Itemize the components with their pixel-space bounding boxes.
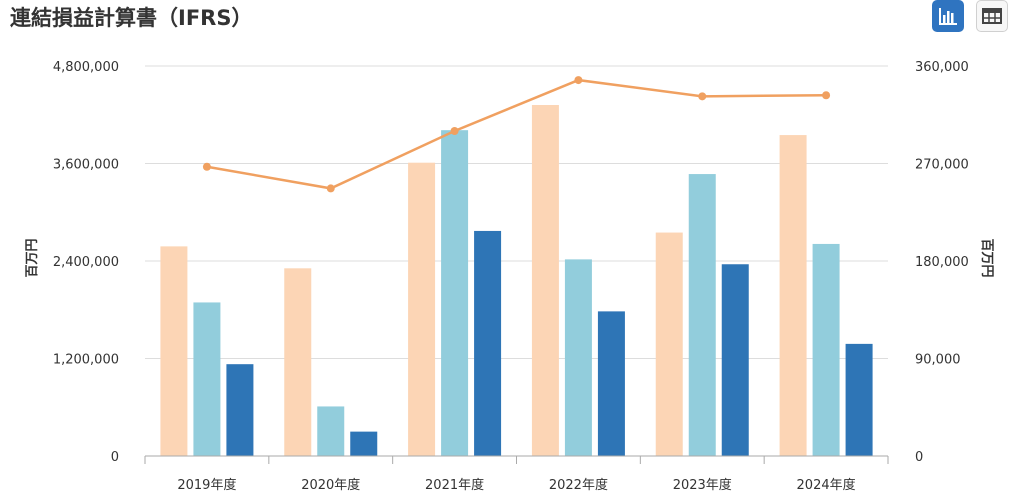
y-axis-label-left: 百万円 bbox=[25, 238, 40, 277]
line-point bbox=[202, 162, 211, 171]
bar bbox=[779, 135, 807, 456]
line-point bbox=[574, 76, 583, 85]
bar bbox=[474, 230, 502, 456]
bar-chart-icon bbox=[939, 8, 957, 25]
x-tick-label: 2019年度 bbox=[177, 477, 236, 493]
bar bbox=[350, 431, 378, 456]
y-tick-label-left: 0 bbox=[111, 450, 119, 465]
bar bbox=[531, 105, 559, 456]
table-icon bbox=[982, 8, 1002, 24]
line-point bbox=[698, 92, 707, 101]
y-tick-label-left: 1,200,000 bbox=[53, 353, 119, 368]
y-tick-label-right: 0 bbox=[915, 450, 923, 465]
y-tick-label-right: 90,000 bbox=[915, 353, 961, 368]
bar bbox=[721, 264, 749, 456]
y-tick-label-right: 270,000 bbox=[915, 158, 969, 173]
x-tick-label: 2020年度 bbox=[301, 477, 360, 493]
bar-series bbox=[160, 105, 873, 456]
y-tick-label-right: 180,000 bbox=[915, 255, 969, 270]
bar bbox=[812, 243, 840, 456]
line-series bbox=[202, 76, 831, 193]
bar bbox=[441, 130, 469, 456]
y-tick-label-left: 4,800,000 bbox=[53, 60, 119, 75]
bar bbox=[564, 259, 592, 456]
y-tick-label-left: 2,400,000 bbox=[53, 255, 119, 270]
line-point bbox=[450, 127, 459, 135]
line-point bbox=[326, 184, 335, 193]
axes: 0 0 1,200,000 90,000 2,400,000 180,000 3,600,0… bbox=[53, 60, 969, 493]
bar bbox=[317, 406, 345, 456]
line-path bbox=[206, 78, 827, 190]
x-tick-label: 2024年度 bbox=[797, 477, 856, 493]
bar bbox=[284, 268, 312, 456]
x-tick-label: 2021年度 bbox=[425, 477, 484, 493]
bar bbox=[845, 343, 873, 456]
bar bbox=[408, 162, 436, 456]
bar bbox=[655, 232, 683, 456]
bar bbox=[226, 364, 254, 456]
bar bbox=[193, 302, 221, 456]
y-tick-label-left: 3,600,000 bbox=[53, 158, 119, 173]
x-tick-label: 2022年度 bbox=[549, 477, 608, 493]
table-view-button[interactable] bbox=[976, 0, 1008, 32]
grid-lines bbox=[145, 65, 888, 359]
bar bbox=[688, 174, 716, 456]
bar bbox=[597, 311, 625, 456]
bar bbox=[160, 246, 188, 456]
page-title: 連結損益計算書（IFRS） bbox=[10, 6, 253, 30]
line-point bbox=[822, 91, 831, 100]
y-tick-label-right: 360,000 bbox=[915, 60, 969, 75]
chart-view-button[interactable] bbox=[932, 0, 964, 32]
y-axis-label-right: 百万円 bbox=[979, 238, 994, 277]
x-tick-label: 2023年度 bbox=[673, 477, 732, 493]
